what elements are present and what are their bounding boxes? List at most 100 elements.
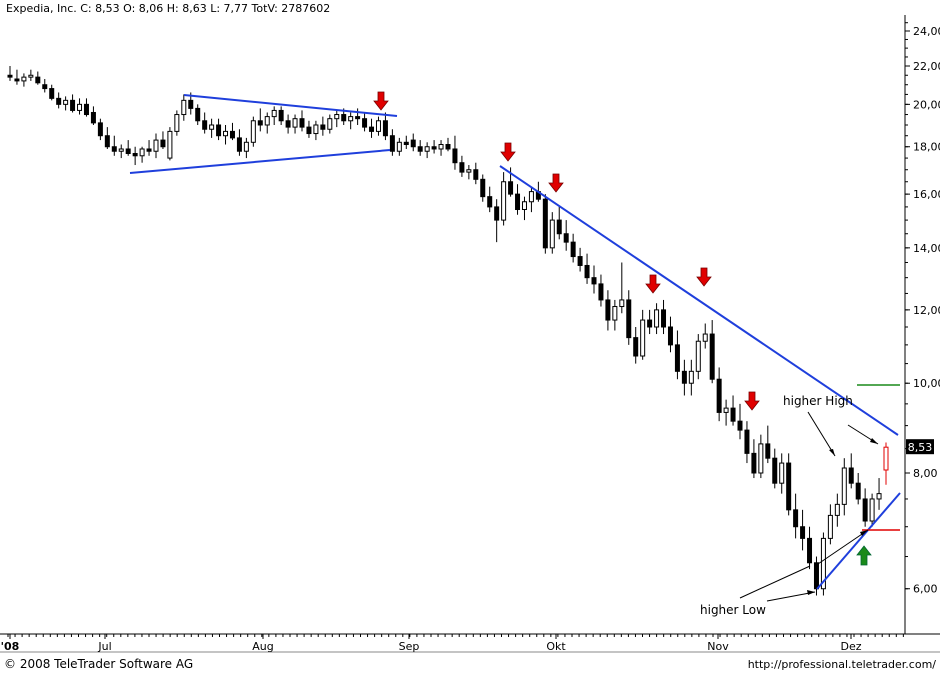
candle-body — [640, 319, 646, 357]
candle-body — [667, 326, 673, 346]
candle-body — [146, 148, 152, 152]
triangle-lower-trendline — [129, 149, 391, 174]
candle-body — [688, 370, 694, 384]
up-arrow-icon — [856, 545, 872, 566]
x-tick-label: Aug — [252, 640, 273, 653]
x-tick-label: Dez — [840, 640, 861, 653]
candle-body — [250, 120, 256, 143]
down-arrow-icon — [744, 391, 760, 411]
chart-title: Expedia, Inc. C: 8,53 O: 8,06 H: 8,63 L:… — [6, 2, 331, 15]
candle-body — [681, 370, 687, 384]
candle-body — [257, 120, 263, 126]
candle-body — [800, 526, 806, 539]
candle-body — [278, 109, 284, 122]
candle-body — [473, 169, 479, 180]
y-tick-label: 20,00 — [913, 98, 940, 111]
candle-body — [591, 277, 597, 285]
source-url[interactable]: http://professional.teletrader.com/ — [747, 658, 936, 671]
x-tick-label: Nov — [707, 640, 729, 653]
candle-body — [647, 319, 653, 328]
annotation-arrow-line — [739, 565, 811, 599]
candle-body — [556, 219, 562, 235]
triangle-upper-trendline — [183, 94, 398, 117]
annotation-arrow-line — [807, 411, 836, 457]
candle-body — [480, 178, 486, 198]
candle-body — [528, 191, 534, 203]
candle-body — [452, 148, 458, 164]
candle-body — [612, 306, 618, 321]
candle-body — [104, 135, 110, 148]
candle-body — [633, 337, 639, 357]
candle-body — [883, 446, 889, 471]
candle-body — [111, 146, 117, 152]
candle-body — [167, 130, 173, 159]
candle-body — [382, 120, 388, 137]
candle-body — [285, 120, 291, 128]
uptrend-support-line — [816, 492, 901, 590]
candle-body — [438, 144, 444, 150]
candle-body — [125, 148, 131, 155]
candle-body — [236, 137, 242, 152]
y-tick-label: 6,00 — [913, 583, 938, 596]
candle-body — [348, 116, 354, 122]
candle-body — [77, 103, 83, 111]
y-tick-label: 16,00 — [913, 188, 940, 201]
candle-body — [751, 452, 757, 474]
downtrend-resistance-line — [499, 165, 899, 436]
candle-body — [841, 467, 847, 505]
annotation-arrow-line — [814, 529, 869, 567]
candle-body — [341, 114, 347, 122]
candle-body — [709, 333, 715, 380]
candle-body — [605, 299, 611, 321]
candle-body — [49, 88, 55, 99]
annotation-arrowhead — [807, 590, 815, 595]
annotation-arrowhead — [870, 438, 878, 444]
candle-body — [744, 429, 750, 454]
y-tick-label: 22,00 — [913, 60, 940, 73]
candle-body — [494, 206, 500, 221]
down-arrow-icon — [500, 142, 516, 162]
x-tick-label: Jul — [97, 640, 111, 653]
candle-body — [730, 407, 736, 422]
down-arrow-icon — [548, 173, 564, 193]
candle-body — [417, 146, 423, 152]
candle-body — [375, 120, 381, 132]
candle-body — [626, 299, 632, 339]
candle-body — [14, 78, 20, 82]
candle-body — [188, 99, 194, 109]
candle-body — [320, 124, 326, 130]
candle-body — [90, 111, 96, 124]
candle-body — [389, 135, 395, 152]
candle-body — [431, 146, 437, 150]
candle-body — [674, 344, 680, 372]
candle-body — [515, 193, 521, 211]
candle-body — [654, 309, 660, 328]
candle-body — [848, 467, 854, 484]
candle-body — [42, 84, 48, 90]
candle-body — [83, 103, 89, 116]
candle-body — [229, 130, 235, 139]
last-price-box — [906, 439, 934, 455]
candle-body — [779, 462, 785, 484]
candle-body — [807, 537, 813, 564]
candle-body — [264, 116, 270, 126]
candle-body — [63, 99, 69, 105]
down-arrow-icon — [373, 91, 389, 111]
annotation-arrow-line — [766, 591, 816, 602]
annotation-arrowhead — [860, 530, 868, 536]
candle-body — [598, 283, 604, 301]
candle-body — [181, 99, 187, 116]
candle-body — [334, 114, 340, 120]
candle-body — [209, 124, 215, 130]
candle-body — [306, 126, 312, 135]
candle-body — [160, 139, 166, 148]
candle-body — [827, 514, 833, 539]
annotation-higher-high: higher High — [783, 394, 853, 408]
candle-body — [459, 162, 465, 173]
candle-body — [174, 114, 180, 132]
candle-body — [723, 407, 729, 413]
candle-body — [834, 503, 840, 516]
candle-body — [466, 169, 472, 173]
candle-body — [737, 420, 743, 431]
candle-body — [355, 116, 361, 120]
